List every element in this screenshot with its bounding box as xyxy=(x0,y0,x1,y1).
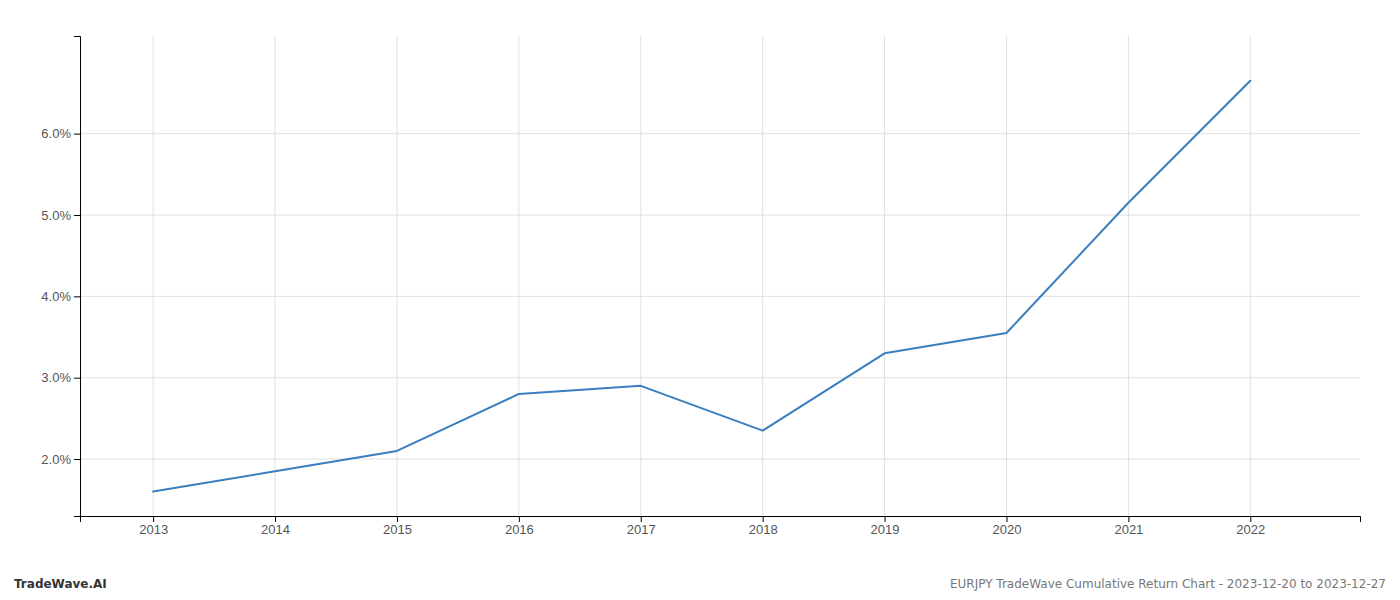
y-tick-label: 3.0% xyxy=(41,370,71,385)
grid-line-x xyxy=(762,36,763,516)
grid-line-x xyxy=(1250,36,1251,516)
x-tick: 2022 xyxy=(1236,516,1265,537)
x-tick: 2015 xyxy=(383,516,412,537)
x-tick: 2016 xyxy=(505,516,534,537)
y-tick-label: 5.0% xyxy=(41,208,71,223)
x-tick-label: 2019 xyxy=(871,522,900,537)
x-tick-mark xyxy=(885,516,886,522)
x-tick-label: 2022 xyxy=(1236,522,1265,537)
y-tick-mark xyxy=(74,134,80,135)
y-tick: 4.0% xyxy=(41,289,80,304)
x-tick: 2019 xyxy=(871,516,900,537)
x-tick: 2017 xyxy=(627,516,656,537)
grid-line-y xyxy=(80,214,1360,215)
x-tick-label: 2017 xyxy=(627,522,656,537)
y-tick-mark xyxy=(74,296,80,297)
y-tick-label: 6.0% xyxy=(41,126,71,141)
x-tick-mark xyxy=(763,516,764,522)
x-tick-label: 2013 xyxy=(139,522,168,537)
x-tick: 2014 xyxy=(261,516,290,537)
grid-line-x xyxy=(275,36,276,516)
y-axis-line xyxy=(74,37,81,517)
y-tick: 5.0% xyxy=(41,208,80,223)
y-tick: 6.0% xyxy=(41,126,80,141)
x-tick-mark xyxy=(1128,516,1129,522)
grid-line-y xyxy=(80,459,1360,460)
x-tick-label: 2015 xyxy=(383,522,412,537)
x-tick-label: 2014 xyxy=(261,522,290,537)
grid-line-x xyxy=(396,36,397,516)
x-tick-label: 2020 xyxy=(993,522,1022,537)
y-tick: 2.0% xyxy=(41,452,80,467)
plot-area: 2013 2014 2015 2016 2017 2018 2019 2020 2021 2022… xyxy=(41,36,1360,537)
x-tick-mark xyxy=(1250,516,1251,522)
x-tick-mark xyxy=(1006,516,1007,522)
x-tick-label: 2016 xyxy=(505,522,534,537)
y-tick: 3.0% xyxy=(41,370,80,385)
y-axis: 2.0% 3.0% 4.0% 5.0% 6.0% xyxy=(41,37,80,517)
y-tick-mark xyxy=(74,378,80,379)
data-line xyxy=(153,81,1250,492)
x-tick: 2020 xyxy=(993,516,1022,537)
x-tick: 2013 xyxy=(139,516,168,537)
grid-line-x xyxy=(1006,36,1007,516)
grid xyxy=(80,36,1360,516)
x-tick-mark xyxy=(275,516,276,522)
x-tick-label: 2021 xyxy=(1114,522,1143,537)
grid-line-y xyxy=(80,133,1360,134)
x-tick-mark xyxy=(153,516,154,522)
grid-line-x xyxy=(153,36,154,516)
y-tick-label: 2.0% xyxy=(41,452,71,467)
chart: 2013 2014 2015 2016 2017 2018 2019 2020 2021 2022… xyxy=(0,0,1400,600)
x-tick-mark xyxy=(641,516,642,522)
grid-line-x xyxy=(1128,36,1129,516)
x-axis: 2013 2014 2015 2016 2017 2018 2019 2020 2021 2022 xyxy=(81,516,1361,537)
x-tick-mark xyxy=(519,516,520,522)
grid-line-y xyxy=(80,296,1360,297)
x-tick: 2018 xyxy=(749,516,778,537)
grid-line-y xyxy=(80,377,1360,378)
footer-left: TradeWave.AI xyxy=(14,577,107,591)
y-tick-mark xyxy=(74,459,80,460)
y-tick-label: 4.0% xyxy=(41,289,71,304)
footer-right: EURJPY TradeWave Cumulative Return Chart… xyxy=(950,577,1386,591)
grid-line-x xyxy=(884,36,885,516)
x-axis-line xyxy=(81,517,1361,523)
y-tick-mark xyxy=(74,215,80,216)
grid-line-x xyxy=(640,36,641,516)
x-tick: 2021 xyxy=(1114,516,1143,537)
footer: TradeWave.AI EURJPY TradeWave Cumulative … xyxy=(14,577,1386,591)
marks xyxy=(153,81,1250,492)
grid-line-x xyxy=(518,36,519,516)
x-tick-mark xyxy=(397,516,398,522)
x-tick-label: 2018 xyxy=(749,522,778,537)
